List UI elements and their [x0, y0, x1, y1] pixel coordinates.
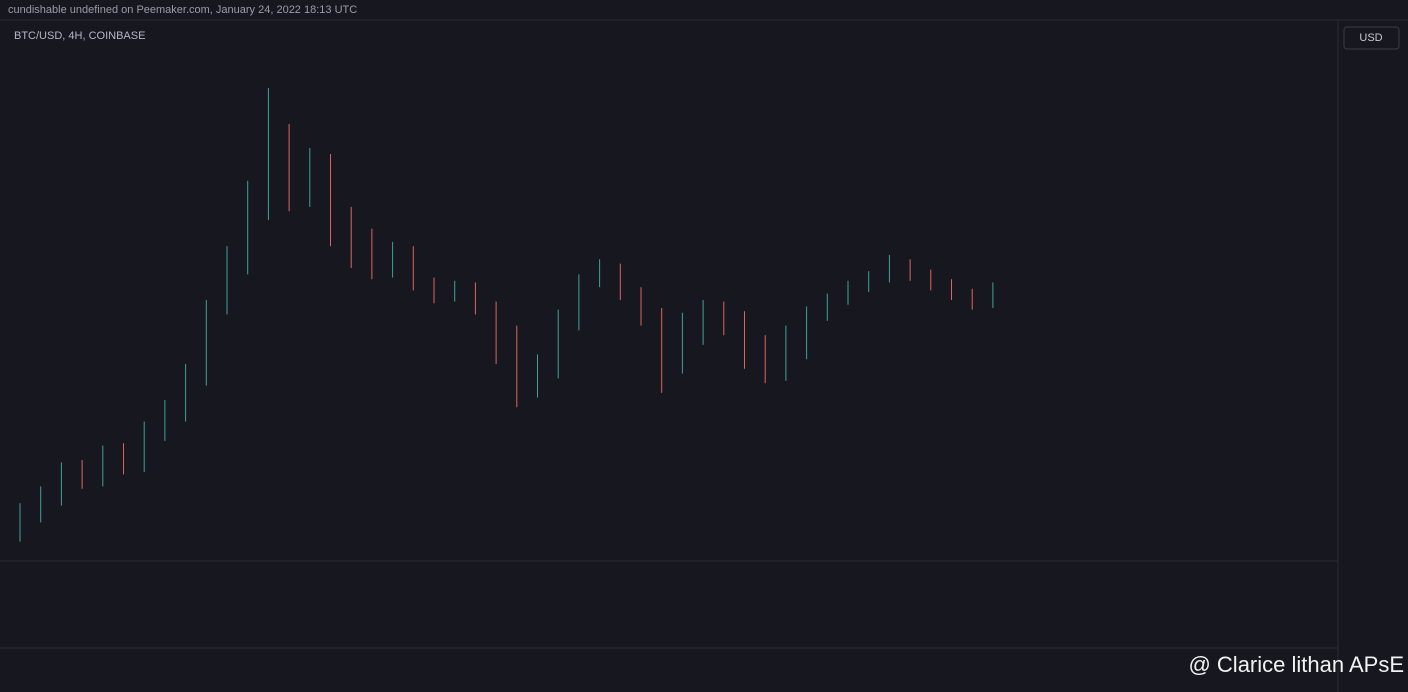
currency-button[interactable] — [1343, 26, 1400, 50]
symbol: BTC/USD, 4H, COINBASE — [14, 30, 145, 42]
marks — [19, 88, 994, 542]
watermark: @ Clarice lithan APsE — [1188, 652, 1404, 677]
byline: cundishable undefined on Peemaker.com, J… — [8, 4, 357, 16]
currency[interactable]: USD — [1359, 32, 1382, 44]
